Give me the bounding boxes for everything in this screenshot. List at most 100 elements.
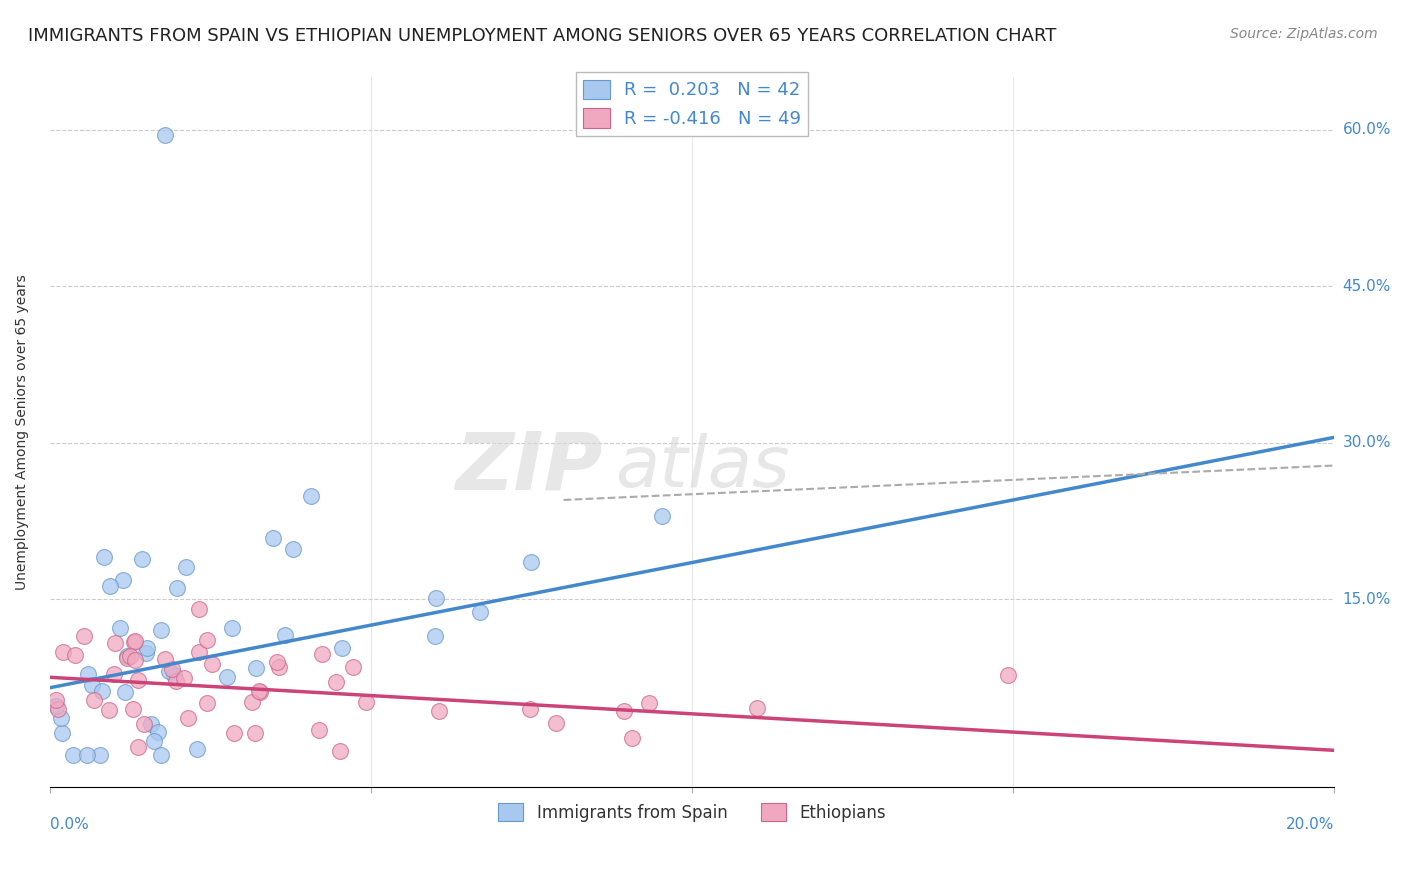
Point — [330, 641, 353, 656]
Point — [122, 635, 145, 649]
Point — [83, 692, 105, 706]
Point — [217, 670, 239, 684]
Point — [281, 541, 304, 556]
Point — [135, 646, 157, 660]
Point — [98, 702, 121, 716]
Point — [188, 602, 211, 616]
Point — [73, 629, 96, 643]
Point — [124, 634, 146, 648]
Text: 15.0%: 15.0% — [1343, 591, 1391, 607]
Point — [222, 725, 245, 739]
Point — [221, 621, 243, 635]
Point — [104, 636, 127, 650]
Point — [63, 648, 86, 663]
Point — [132, 717, 155, 731]
Point — [468, 605, 491, 619]
Point — [176, 560, 198, 574]
Text: atlas: atlas — [614, 434, 790, 502]
Point — [51, 725, 73, 739]
Point — [49, 711, 72, 725]
Point — [127, 673, 149, 688]
Point — [146, 725, 169, 739]
Point — [160, 661, 183, 675]
Point — [111, 573, 134, 587]
Point — [124, 653, 146, 667]
Text: 45.0%: 45.0% — [1343, 278, 1391, 293]
Point — [115, 651, 138, 665]
Text: ZIP: ZIP — [454, 429, 602, 507]
Point — [122, 702, 145, 716]
Point — [240, 695, 263, 709]
Point — [637, 696, 659, 710]
Point — [77, 666, 100, 681]
Point — [143, 734, 166, 748]
Point — [423, 629, 446, 643]
Point — [425, 591, 447, 605]
Point — [157, 664, 180, 678]
Point — [245, 661, 267, 675]
Point — [186, 742, 208, 756]
Point — [613, 704, 636, 718]
Text: 60.0%: 60.0% — [1343, 122, 1391, 137]
Point — [519, 702, 541, 716]
Point — [311, 648, 333, 662]
Point — [120, 649, 142, 664]
Point — [115, 648, 138, 663]
Point — [245, 726, 267, 740]
Point — [103, 666, 125, 681]
Point — [165, 673, 187, 688]
Point — [747, 701, 769, 715]
Point — [249, 684, 271, 698]
Point — [651, 508, 673, 523]
Point — [354, 695, 377, 709]
Point — [153, 652, 176, 666]
Point — [127, 740, 149, 755]
Point — [201, 657, 224, 672]
Point — [274, 628, 297, 642]
Point — [997, 667, 1019, 681]
Point — [62, 747, 84, 762]
Point — [427, 704, 450, 718]
Point — [308, 723, 330, 738]
Point — [544, 715, 567, 730]
Point — [108, 621, 131, 635]
Point — [299, 489, 322, 503]
Point — [80, 678, 103, 692]
Point — [98, 579, 121, 593]
Point — [269, 659, 291, 673]
Point — [46, 701, 69, 715]
Point — [195, 696, 218, 710]
Point — [325, 675, 347, 690]
Point — [195, 633, 218, 648]
Point — [155, 128, 177, 142]
Text: 0.0%: 0.0% — [49, 817, 89, 832]
Legend: Immigrants from Spain, Ethiopians: Immigrants from Spain, Ethiopians — [492, 797, 893, 828]
Point — [620, 731, 643, 745]
Text: IMMIGRANTS FROM SPAIN VS ETHIOPIAN UNEMPLOYMENT AMONG SENIORS OVER 65 YEARS CORR: IMMIGRANTS FROM SPAIN VS ETHIOPIAN UNEMP… — [28, 27, 1056, 45]
Point — [114, 685, 136, 699]
Point — [131, 552, 153, 566]
Point — [176, 711, 198, 725]
Point — [150, 624, 173, 638]
Text: 20.0%: 20.0% — [1286, 817, 1334, 832]
Point — [45, 698, 67, 713]
Point — [150, 747, 173, 762]
Point — [45, 692, 67, 706]
Text: 30.0%: 30.0% — [1343, 435, 1391, 450]
Point — [139, 716, 162, 731]
Point — [52, 645, 75, 659]
Point — [520, 556, 543, 570]
Text: Source: ZipAtlas.com: Source: ZipAtlas.com — [1230, 27, 1378, 41]
Point — [249, 685, 271, 699]
Point — [328, 744, 350, 758]
Point — [163, 668, 186, 682]
Point — [342, 660, 364, 674]
Point — [173, 671, 195, 685]
Point — [166, 581, 188, 595]
Point — [262, 531, 284, 545]
Point — [89, 747, 111, 762]
Y-axis label: Unemployment Among Seniors over 65 years: Unemployment Among Seniors over 65 years — [15, 274, 30, 590]
Point — [135, 641, 157, 656]
Point — [266, 656, 288, 670]
Point — [90, 684, 112, 698]
